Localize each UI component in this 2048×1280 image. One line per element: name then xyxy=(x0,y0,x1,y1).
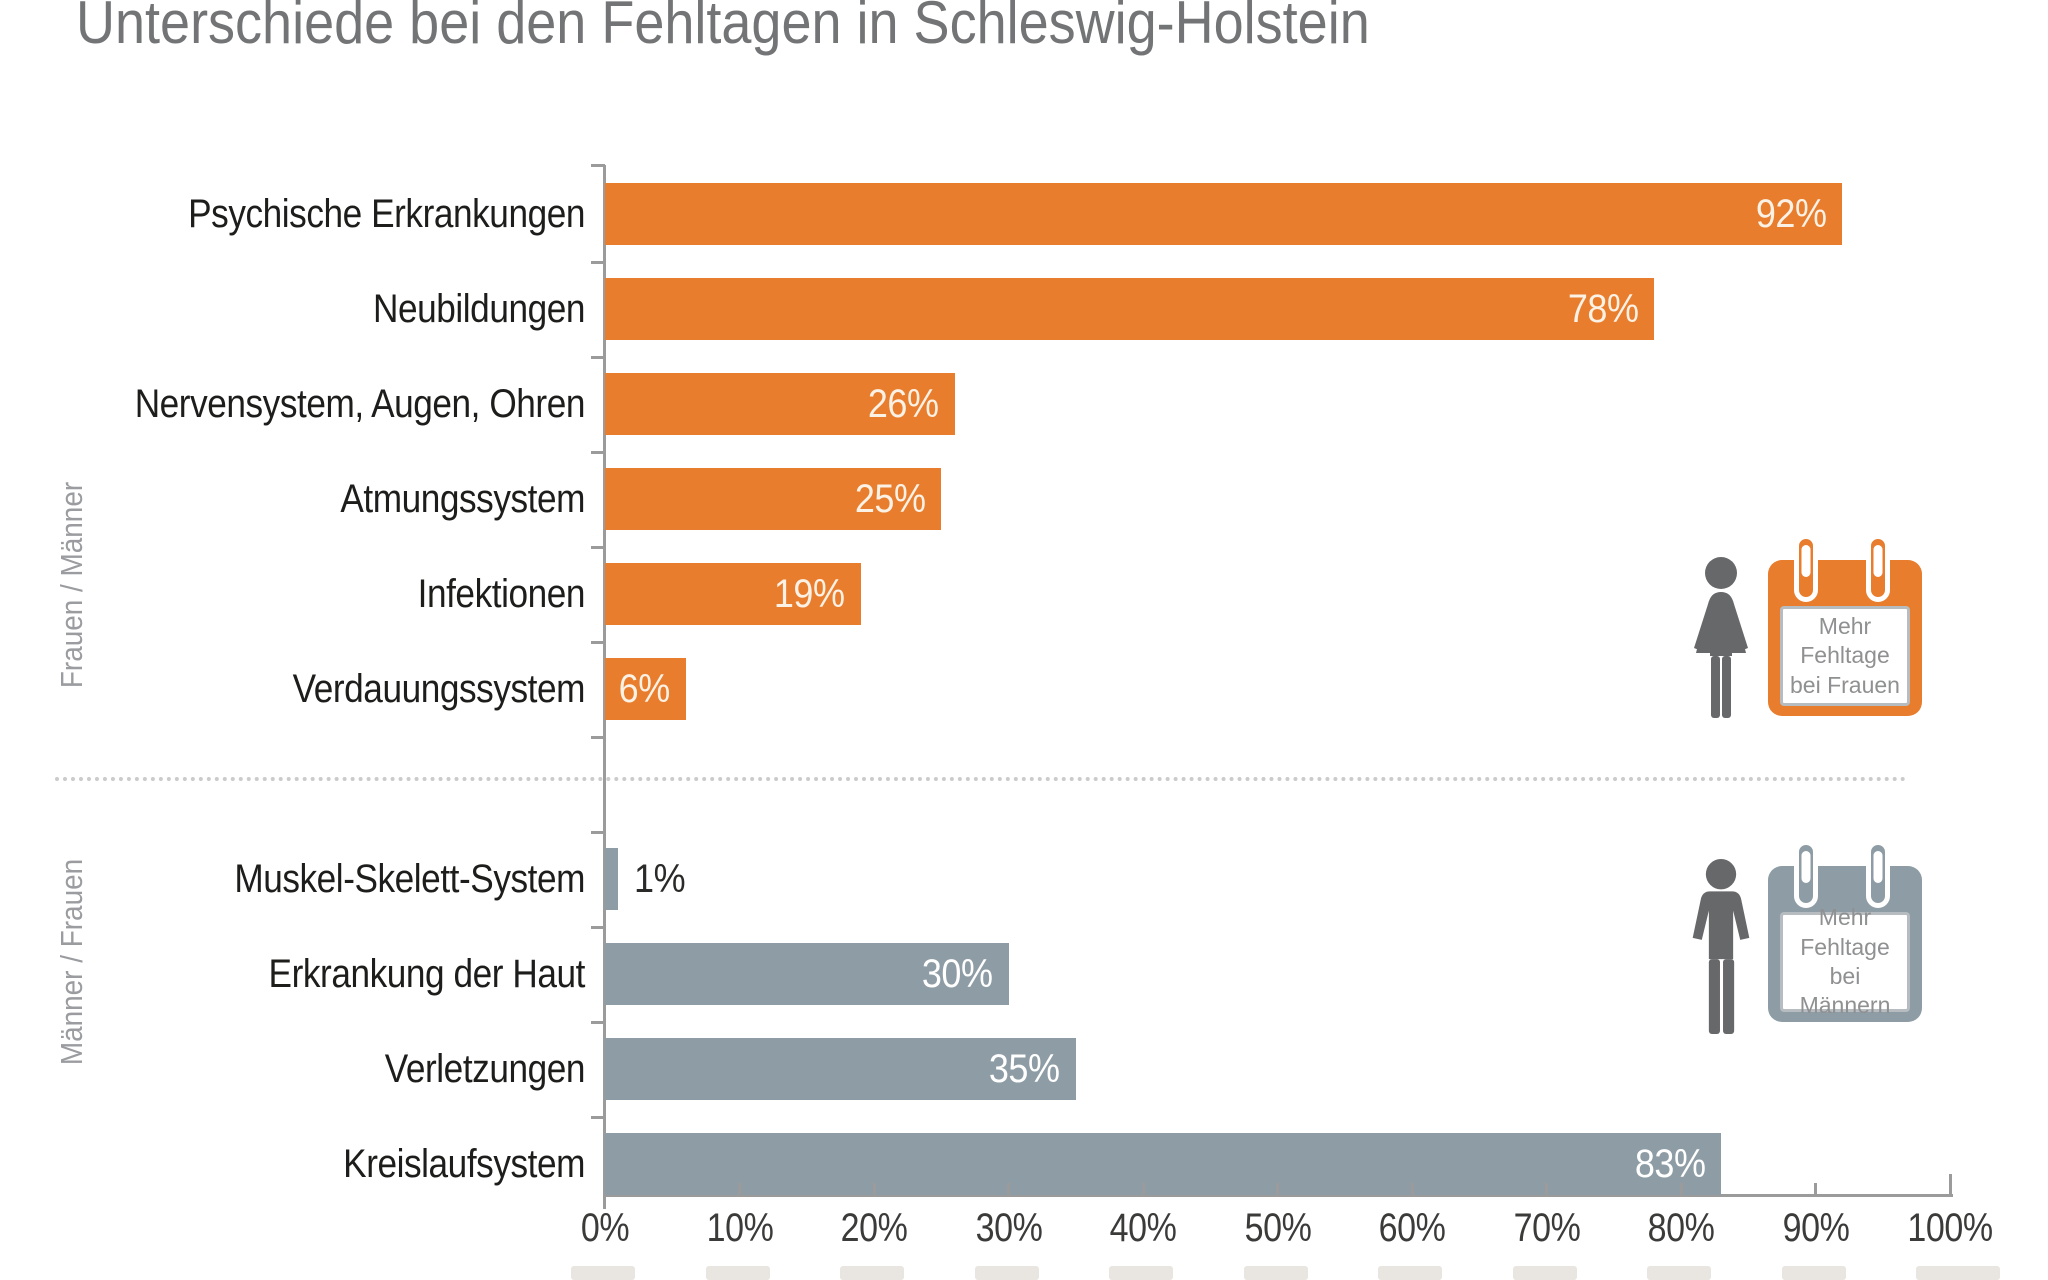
cut-off-text-artifact xyxy=(1781,1266,1846,1280)
x-axis-tick-label: 0% xyxy=(580,1206,630,1250)
bar xyxy=(605,943,1009,1005)
y-axis-tick xyxy=(591,925,605,929)
chart-title: Unterschiede bei den Fehltagen in Schles… xyxy=(76,0,1370,56)
category-label: Muskel-Skelett-System xyxy=(234,857,586,901)
x-axis-tick xyxy=(1545,1183,1548,1195)
x-axis-tick-label: 50% xyxy=(1244,1206,1311,1250)
x-axis-tick xyxy=(872,1183,876,1195)
x-axis-tick-label: 30% xyxy=(975,1206,1042,1250)
x-axis-tick-label: 10% xyxy=(706,1206,773,1250)
cut-off-text-artifact xyxy=(1512,1266,1577,1280)
calendar-ring-icon xyxy=(1794,534,1818,602)
x-axis-tick-label: 90% xyxy=(1782,1206,1849,1250)
category-label: Infektionen xyxy=(417,572,586,616)
x-axis-tick xyxy=(1948,1174,1952,1195)
y-axis-tick xyxy=(591,260,605,264)
x-axis-tick-label: 80% xyxy=(1647,1206,1715,1250)
x-axis-tick xyxy=(1410,1183,1414,1195)
badge-line: Fehltage xyxy=(1800,642,1890,669)
category-label: Psychische Erkrankungen xyxy=(188,192,585,236)
cut-off-text-artifact xyxy=(1243,1266,1308,1280)
category-label: Nervensystem, Augen, Ohren xyxy=(134,382,586,426)
calendar-badge-maenner: Mehr Fehltage bei Männern xyxy=(1768,840,1922,1022)
bar xyxy=(605,1133,1722,1195)
man-icon xyxy=(1692,859,1750,1034)
cut-off-text-artifact xyxy=(840,1266,904,1280)
bar xyxy=(605,658,686,720)
category-label: Verdauungssystem xyxy=(292,667,586,711)
bar-value-label: 1% xyxy=(634,857,686,901)
calendar-ring-icon xyxy=(1866,840,1890,908)
y-axis-tick xyxy=(591,355,605,359)
bar xyxy=(605,278,1655,340)
bar-value-label: 6% xyxy=(618,667,671,711)
x-axis-tick-label: 40% xyxy=(1109,1206,1177,1250)
category-label: Atmungssystem xyxy=(340,477,585,521)
cut-off-text-artifact xyxy=(1378,1266,1442,1280)
calendar-badge-frauen: Mehr Fehltage bei Frauen xyxy=(1768,534,1922,716)
y-axis-line xyxy=(603,165,606,1209)
x-axis-tick xyxy=(1141,1183,1145,1195)
x-axis-tick-label: 60% xyxy=(1378,1206,1446,1250)
calendar-ring-icon xyxy=(1866,534,1890,602)
calendar-badge-text: Mehr Fehltage bei Frauen xyxy=(1780,606,1910,706)
y-axis-tick xyxy=(591,735,605,739)
x-axis-tick xyxy=(1814,1183,1817,1195)
bar-value-label: 26% xyxy=(867,382,939,426)
bar xyxy=(605,848,619,910)
bar xyxy=(605,468,942,530)
x-axis-tick-label: 70% xyxy=(1513,1206,1580,1250)
category-label: Verletzungen xyxy=(384,1047,586,1091)
bar xyxy=(605,373,955,435)
cut-off-text-artifact xyxy=(571,1266,635,1280)
cut-off-text-artifact xyxy=(705,1266,770,1280)
group-label-frauen-maenner: Frauen / Männer xyxy=(54,481,89,689)
bar-value-label: 92% xyxy=(1755,192,1827,236)
badge-line: bei Frauen xyxy=(1790,671,1900,698)
group-separator-dotted-line xyxy=(55,777,1907,781)
cut-off-text-artifact xyxy=(1647,1266,1711,1280)
category-label: Neubildungen xyxy=(373,287,585,331)
bar-value-label: 78% xyxy=(1567,287,1639,331)
bar-value-label: 83% xyxy=(1634,1142,1706,1186)
y-axis-tick xyxy=(591,1115,605,1119)
bar-value-label: 25% xyxy=(854,477,926,521)
y-axis-tick xyxy=(591,830,605,834)
x-axis-tick-label: 100% xyxy=(1907,1206,1993,1250)
bar xyxy=(605,1038,1076,1100)
y-axis-tick xyxy=(591,545,605,549)
bar-value-label: 35% xyxy=(989,1047,1060,1091)
category-label: Erkrankung der Haut xyxy=(268,952,586,996)
cut-off-text-artifact xyxy=(1916,1266,2000,1280)
y-axis-tick xyxy=(591,450,605,454)
y-axis-tick xyxy=(591,1020,605,1024)
calendar-badge-text: Mehr Fehltage bei Männern xyxy=(1780,904,1910,1018)
cut-off-text-artifact xyxy=(974,1266,1039,1280)
category-label: Kreislaufsystem xyxy=(343,1142,585,1186)
badge-line: Mehr xyxy=(1818,904,1872,931)
bar xyxy=(605,183,1843,245)
badge-line: Fehltage xyxy=(1800,933,1890,960)
bar-value-label: 19% xyxy=(773,572,845,616)
x-axis-tick xyxy=(738,1183,741,1195)
calendar-ring-icon xyxy=(1794,840,1818,908)
group-label-maenner-frauen: Männer / Frauen xyxy=(54,858,89,1066)
bar-value-label: 30% xyxy=(921,952,993,996)
x-axis-tick-label: 20% xyxy=(840,1206,908,1250)
x-axis-tick xyxy=(1276,1183,1279,1195)
x-axis-tick xyxy=(1679,1183,1683,1195)
badge-line: Mehr xyxy=(1818,612,1872,639)
y-axis-tick xyxy=(591,640,605,644)
bar xyxy=(605,563,861,625)
y-axis-tick xyxy=(591,164,605,167)
x-axis-tick xyxy=(1007,1183,1010,1195)
badge-line: bei Männern xyxy=(1799,963,1891,1019)
woman-icon xyxy=(1694,557,1748,718)
x-axis-line xyxy=(603,1194,1953,1197)
cut-off-text-artifact xyxy=(1109,1266,1173,1280)
